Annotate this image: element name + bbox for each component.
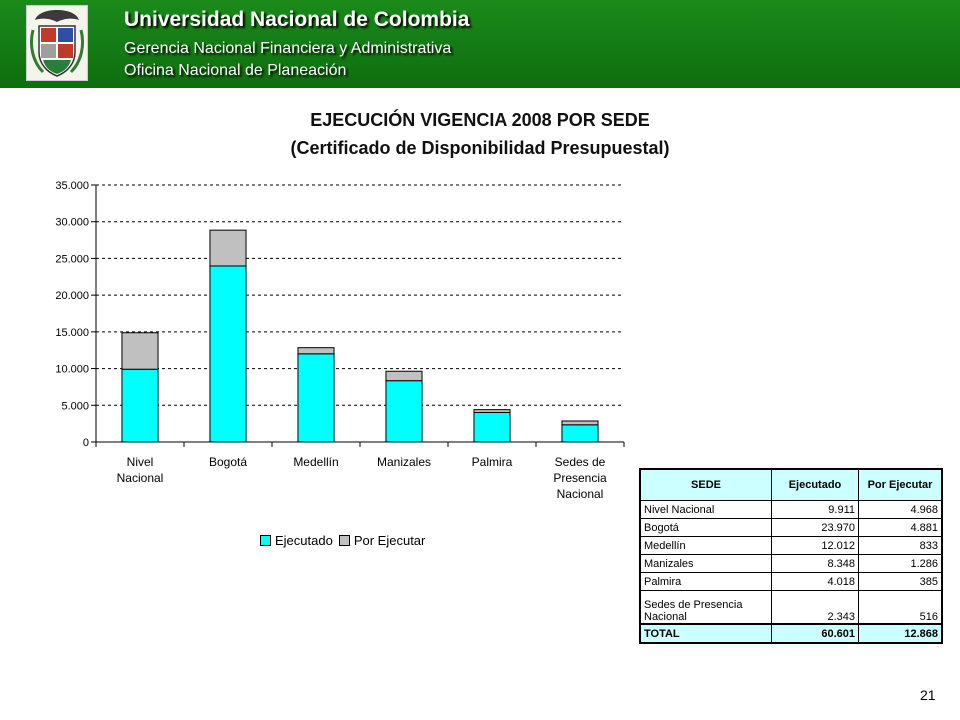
y-tick-label: 35.000 xyxy=(55,180,89,192)
table-row: Bogotá 23.970 4.881 xyxy=(639,518,943,537)
cell-sede: Sedes de Presencia Nacional xyxy=(639,590,772,625)
bar-por-ejecutar xyxy=(385,370,423,382)
cell-por-ejecutar: 833 xyxy=(858,536,943,555)
legend-label-ejecutado: Ejecutado xyxy=(275,533,333,548)
cell-sede: Medellín xyxy=(639,536,772,555)
y-tick-label: 5.000 xyxy=(61,400,89,412)
legend-item-por-ejecutar: Por Ejecutar xyxy=(338,533,426,548)
y-tick-label: 10.000 xyxy=(55,364,89,376)
bar-ejecutado xyxy=(297,353,335,443)
table-header-row: SEDE Ejecutado Por Ejecutar xyxy=(639,468,943,501)
page-number: 21 xyxy=(920,687,936,703)
cell-sede: Manizales xyxy=(639,554,772,573)
stacked-bar-chart: 0 5.000 10.000 15.000 20.000 25.000 30.000 35.0… xyxy=(55,180,625,501)
column-header-sede: SEDE xyxy=(639,468,772,501)
x-tick-label: Medellín xyxy=(293,455,338,469)
cell-total-por-ejecutar: 12.868 xyxy=(858,623,943,644)
legend-item-ejecutado: Ejecutado xyxy=(260,533,333,548)
cell-total-ejecutado: 60.601 xyxy=(771,623,859,644)
bar-ejecutado xyxy=(561,424,599,443)
cell-ejecutado: 8.348 xyxy=(771,554,859,573)
bar-ejecutado xyxy=(385,380,423,443)
cell-sede: Palmira xyxy=(639,572,772,591)
university-name: Universidad Nacional de Colombia xyxy=(124,8,470,31)
table-row: Medellín 12.012 833 xyxy=(639,536,943,555)
cell-sede: Bogotá xyxy=(639,518,772,537)
x-tick-label: Palmira xyxy=(472,455,513,469)
x-tick-label: Bogotá xyxy=(209,455,247,469)
bar-ejecutado xyxy=(209,265,247,443)
column-header-ejecutado: Ejecutado xyxy=(771,468,859,501)
bar-por-ejecutar xyxy=(121,332,159,370)
y-tick-label: 25.000 xyxy=(55,253,89,265)
column-header-por-ejecutar: Por Ejecutar xyxy=(858,468,943,501)
y-tick-label: 20.000 xyxy=(55,290,89,302)
y-tick-label: 30.000 xyxy=(55,217,89,229)
cell-ejecutado: 4.018 xyxy=(771,572,859,591)
legend-swatch-ejecutado xyxy=(260,535,271,546)
table-total-row: TOTAL 60.601 12.868 xyxy=(639,623,943,644)
cell-sede: Nivel Nacional xyxy=(639,500,772,519)
y-tick-label: 0 xyxy=(83,437,89,449)
header-subtitle-2: Oficina Nacional de Planeación xyxy=(124,62,347,79)
cell-ejecutado: 12.012 xyxy=(771,536,859,555)
legend-swatch-por-ejecutar xyxy=(338,535,350,546)
bar-ejecutado xyxy=(473,411,511,443)
cell-ejecutado: 9.911 xyxy=(771,500,859,519)
table-row: Nivel Nacional 9.911 4.968 xyxy=(639,500,943,519)
university-logo xyxy=(26,5,88,81)
cell-por-ejecutar: 385 xyxy=(858,572,943,591)
x-tick-label: Sedes de Presencia Nacional xyxy=(553,455,607,501)
cell-por-ejecutar: 516 xyxy=(858,590,943,625)
header-bar: Universidad Nacional de Colombia Gerenci… xyxy=(0,0,960,88)
x-tick-label: Nivel Nacional xyxy=(117,455,164,485)
x-tick-label: Manizales xyxy=(377,455,431,469)
table-row: Palmira 4.018 385 xyxy=(639,572,943,591)
bar-por-ejecutar xyxy=(297,347,335,355)
table-row: Manizales 8.348 1.286 xyxy=(639,554,943,573)
cell-total-label: TOTAL xyxy=(639,623,772,644)
chart-legend: Ejecutado Por Ejecutar xyxy=(260,533,431,548)
data-table: SEDE Ejecutado Por Ejecutar Nivel Nacion… xyxy=(639,468,943,644)
bar-por-ejecutar xyxy=(473,409,511,413)
slide-title: EJECUCIÓN VIGENCIA 2008 POR SEDE xyxy=(310,110,650,130)
cell-por-ejecutar: 4.881 xyxy=(858,518,943,537)
legend-label-por-ejecutar: Por Ejecutar xyxy=(353,533,426,548)
bar-ejecutado xyxy=(121,368,159,443)
header-subtitle-1: Gerencia Nacional Financiera y Administr… xyxy=(124,40,452,57)
cell-ejecutado: 23.970 xyxy=(771,518,859,537)
bar-por-ejecutar xyxy=(209,229,247,267)
table-row: Sedes de Presencia Nacional 2.343 516 xyxy=(639,590,943,625)
bar-por-ejecutar xyxy=(561,420,599,426)
y-tick-label: 15.000 xyxy=(55,327,89,339)
cell-por-ejecutar: 1.286 xyxy=(858,554,943,573)
cell-por-ejecutar: 4.968 xyxy=(858,500,943,519)
slide-subtitle: (Certificado de Disponibilidad Presupues… xyxy=(290,138,670,158)
cell-ejecutado: 2.343 xyxy=(771,590,859,625)
